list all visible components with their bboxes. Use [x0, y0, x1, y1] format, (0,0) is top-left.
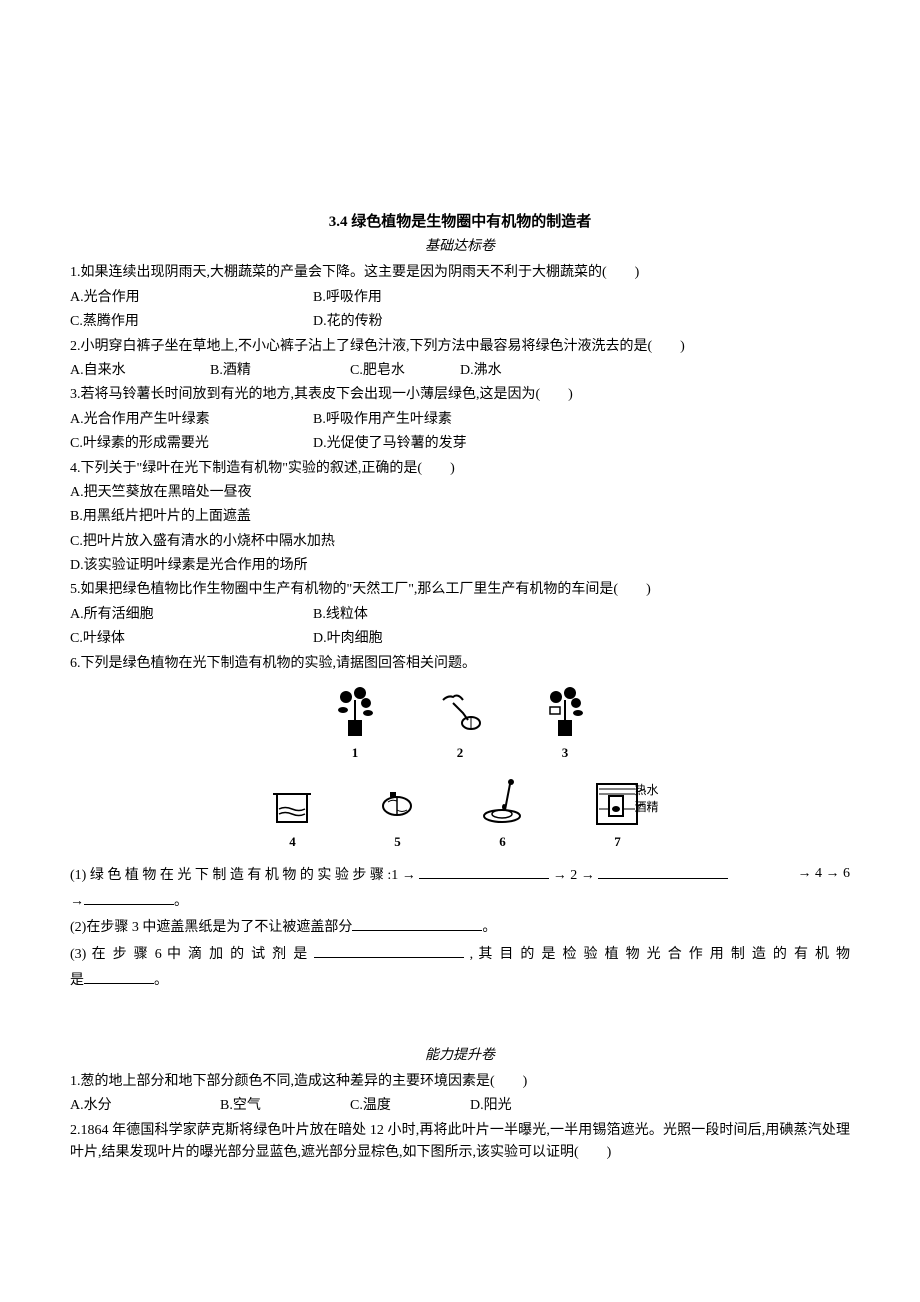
- q2-stem: 2.小明穿白裤子坐在草地上,不小心裤子沾上了绿色汁液,下列方法中最容易将绿色汁液…: [70, 336, 850, 358]
- figure-item-7: 热水 酒精 7: [573, 774, 663, 853]
- q6-sub2-text: (2)在步骤 3 中遮盖黑纸是为了不让被遮盖部分: [70, 920, 352, 935]
- figure-num-3: 3: [562, 743, 569, 764]
- q3-option-d: D.光促使了马铃薯的发芽: [313, 433, 850, 455]
- section-spacer: [70, 995, 850, 1045]
- q2-option-a: A.自来水: [70, 360, 210, 382]
- q6-sub3-text-a: (3) 在 步 骤 6 中 滴 加 的 试 剂 是: [70, 947, 309, 962]
- q4-option-c: C.把叶片放入盛有清水的小烧杯中隔水加热: [70, 531, 850, 553]
- q6-sub1-arrow: →: [70, 894, 84, 909]
- figure-7-labels: 热水 酒精: [635, 782, 659, 816]
- s2q1-options: A.水分 B.空气 C.温度 D.阳光: [70, 1095, 850, 1117]
- blank-1: [419, 863, 549, 879]
- q3-stem: 3.若将马铃薯长时间放到有光的地方,其表皮下会出现一小薄层绿色,这是因为( ): [70, 384, 850, 406]
- figure-num-2: 2: [457, 743, 464, 764]
- blank-4: [352, 915, 482, 931]
- q5-option-b: B.线粒体: [313, 604, 850, 626]
- section-subtitle-1: 基础达标卷: [70, 236, 850, 258]
- q6-sub1-text: (1) 绿 色 植 物 在 光 下 制 造 有 机 物 的 实 验 步 骤 :1…: [70, 868, 416, 883]
- figure-row-1: 1 2: [70, 685, 850, 764]
- q3-option-c: C.叶绿素的形成需要光: [70, 433, 313, 455]
- s2q1-option-a: A.水分: [70, 1095, 220, 1117]
- label-alcohol: 酒精: [635, 799, 659, 816]
- q6-sub3-end: 。: [154, 973, 168, 988]
- q1-option-a: A.光合作用: [70, 287, 313, 309]
- q3-option-b: B.呼吸作用产生叶绿素: [313, 409, 850, 431]
- q5-options-row1: A.所有活细胞 B.线粒体: [70, 604, 850, 626]
- q6-sub1-period: 。: [174, 894, 188, 909]
- q6-stem: 6.下列是绿色植物在光下制造有机物的实验,请据图回答相关问题。: [70, 653, 850, 675]
- q6-sub3: (3) 在 步 骤 6 中 滴 加 的 试 剂 是 , 其 目 的 是 检 验 …: [70, 942, 850, 966]
- s2q1-option-b: B.空气: [220, 1095, 350, 1117]
- figure-num-1: 1: [352, 743, 359, 764]
- q6-sub2-end: 。: [482, 920, 496, 935]
- figure-img-4: [263, 774, 323, 829]
- figure-row-2: 4 5: [70, 774, 850, 853]
- s2q2-stem: 2.1864 年德国科学家萨克斯将绿色叶片放在暗处 12 小时,再将此叶片一半曝…: [70, 1120, 850, 1165]
- s2q1-option-c: C.温度: [350, 1095, 470, 1117]
- q6-sub2: (2)在步骤 3 中遮盖黑纸是为了不让被遮盖部分 。: [70, 915, 850, 939]
- figure-item-4: 4: [258, 774, 328, 853]
- q1-option-b: B.呼吸作用: [313, 287, 850, 309]
- figure-num-6: 6: [499, 832, 506, 853]
- figure-num-7: 7: [614, 832, 621, 853]
- q5-options-row2: C.叶绿体 D.叶肉细胞: [70, 628, 850, 650]
- q4-stem: 4.下列关于"绿叶在光下制造有机物"实验的叙述,正确的是( ): [70, 458, 850, 480]
- q1-stem: 1.如果连续出现阴雨天,大棚蔬菜的产量会下降。这主要是因为阴雨天不利于大棚蔬菜的…: [70, 262, 850, 284]
- q6-sub1: (1) 绿 色 植 物 在 光 下 制 造 有 机 物 的 实 验 步 骤 :1…: [70, 863, 850, 887]
- q1-options-row2: C.蒸腾作用 D.花的传粉: [70, 311, 850, 333]
- blank-5: [314, 942, 464, 958]
- figure-item-1: 1: [320, 685, 390, 764]
- q1-options-row1: A.光合作用 B.呼吸作用: [70, 287, 850, 309]
- figure-item-2: 2: [425, 685, 495, 764]
- q2-option-d: D.沸水: [460, 360, 850, 382]
- figure-img-2: [430, 685, 490, 740]
- q1-option-d: D.花的传粉: [313, 311, 850, 333]
- q6-sub1-mid: → 2 →: [553, 868, 595, 883]
- q6-sub3-text-c: 是: [70, 973, 84, 988]
- figure-num-5: 5: [394, 832, 401, 853]
- experiment-figure: 1 2: [70, 685, 850, 853]
- figure-img-5: [368, 774, 428, 829]
- figure-num-4: 4: [289, 832, 296, 853]
- blank-6: [84, 968, 154, 984]
- blank-2: [598, 863, 728, 879]
- q6-sub3-text-b: , 其 目 的 是 检 验 植 物 光 合 作 用 制 造 的 有 机 物: [470, 947, 850, 962]
- q3-options-row2: C.叶绿素的形成需要光 D.光促使了马铃薯的发芽: [70, 433, 850, 455]
- label-hot-water: 热水: [635, 782, 659, 799]
- q4-option-a: A.把天竺葵放在黑暗处一昼夜: [70, 482, 850, 504]
- q3-option-a: A.光合作用产生叶绿素: [70, 409, 313, 431]
- q2-options: A.自来水 B.酒精 C.肥皂水 D.沸水: [70, 360, 850, 382]
- q2-option-b: B.酒精: [210, 360, 350, 382]
- q6-sub1-end: → 4 → 6: [798, 863, 851, 887]
- q5-option-d: D.叶肉细胞: [313, 628, 850, 650]
- q4-option-b: B.用黑纸片把叶片的上面遮盖: [70, 506, 850, 528]
- figure-img-1: [325, 685, 385, 740]
- s2q1-option-d: D.阳光: [470, 1095, 850, 1117]
- q6-sub3-cont: 是。: [70, 968, 850, 992]
- blank-3: [84, 889, 174, 905]
- figure-item-5: 5: [363, 774, 433, 853]
- q5-stem: 5.如果把绿色植物比作生物圈中生产有机物的"天然工厂",那么工厂里生产有机物的车…: [70, 579, 850, 601]
- figure-item-3: 3: [530, 685, 600, 764]
- q2-option-c: C.肥皂水: [350, 360, 460, 382]
- q6-sub1-cont: →。: [70, 889, 850, 913]
- q5-option-c: C.叶绿体: [70, 628, 313, 650]
- chapter-title: 3.4 绿色植物是生物圈中有机物的制造者: [70, 210, 850, 234]
- figure-item-6: 6: [468, 774, 538, 853]
- section-subtitle-2: 能力提升卷: [70, 1045, 850, 1067]
- q4-option-d: D.该实验证明叶绿素是光合作用的场所: [70, 555, 850, 577]
- q1-option-c: C.蒸腾作用: [70, 311, 313, 333]
- figure-img-6: [473, 774, 533, 829]
- figure-img-7: 热水 酒精: [573, 774, 663, 829]
- s2q1-stem: 1.葱的地上部分和地下部分颜色不同,造成这种差异的主要环境因素是( ): [70, 1071, 850, 1093]
- figure-img-3: [535, 685, 595, 740]
- q5-option-a: A.所有活细胞: [70, 604, 313, 626]
- q3-options-row1: A.光合作用产生叶绿素 B.呼吸作用产生叶绿素: [70, 409, 850, 431]
